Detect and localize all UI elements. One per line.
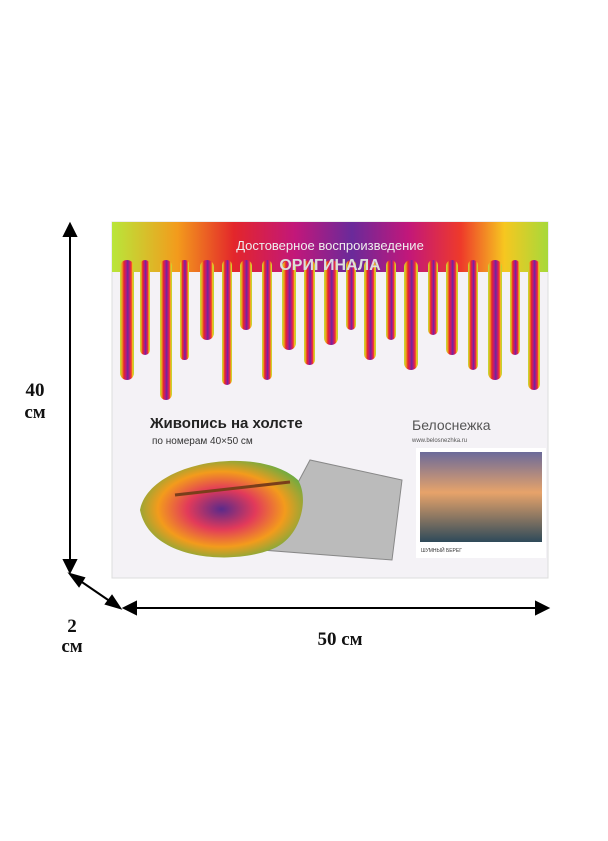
height-number: 40 (26, 380, 45, 401)
brand: Белоснежка (412, 417, 491, 433)
paint-drips (112, 222, 548, 400)
depth-unit: см (61, 636, 82, 657)
box-title: Живопись на холсте (149, 415, 303, 432)
slogan-emphasis: ОРИГИНАЛА (279, 257, 381, 274)
box: Достоверное воспроизведение ОРИГИНАЛА Жи… (111, 221, 549, 579)
website: www.belosnezhka.ru (411, 438, 467, 444)
depth-number: 2 (67, 616, 77, 637)
picture-title: ШУМНЫЙ БЕРЕГ (421, 546, 462, 554)
width-label: 50 см (317, 629, 362, 650)
dimension-arrows (62, 221, 551, 616)
height-unit: см (24, 402, 45, 423)
picture (420, 452, 542, 542)
box-subtitle: по номерам 40×50 см (152, 436, 253, 447)
brush (174, 480, 291, 497)
slogan: Достоверное воспроизведение (236, 238, 424, 253)
